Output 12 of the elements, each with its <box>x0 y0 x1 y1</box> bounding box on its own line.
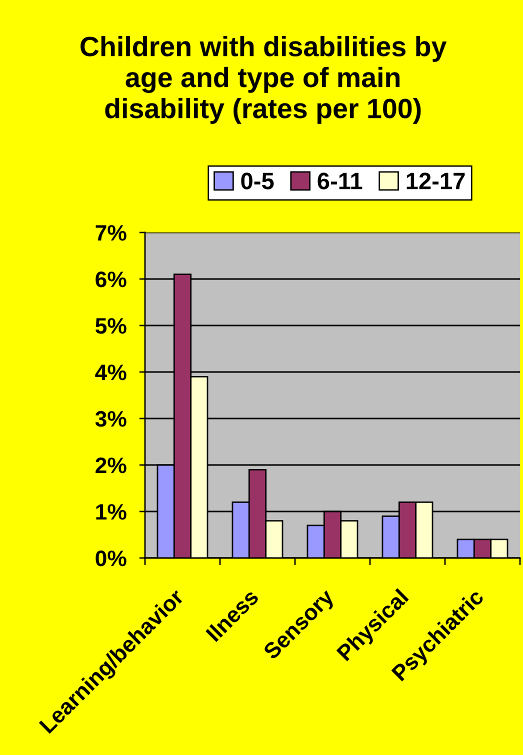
chart-title: Children with disabilities by age and type of main disability (rates per 100) <box>80 36 447 124</box>
y-tick-label: 0% <box>96 550 126 566</box>
y-tick-label: 3% <box>95 411 126 427</box>
y-tick-label: 1% <box>96 504 126 520</box>
y-tick-label: 4% <box>95 364 126 380</box>
legend-label: 12-17 <box>406 172 465 190</box>
y-tick-label: 7% <box>96 225 126 241</box>
y-tick-label: 2% <box>96 458 126 474</box>
y-tick-label: 5% <box>96 318 126 334</box>
y-tick-label: 6% <box>96 272 126 288</box>
legend-label: 0-5 <box>241 172 274 190</box>
legend-label: 6-11 <box>318 172 362 190</box>
